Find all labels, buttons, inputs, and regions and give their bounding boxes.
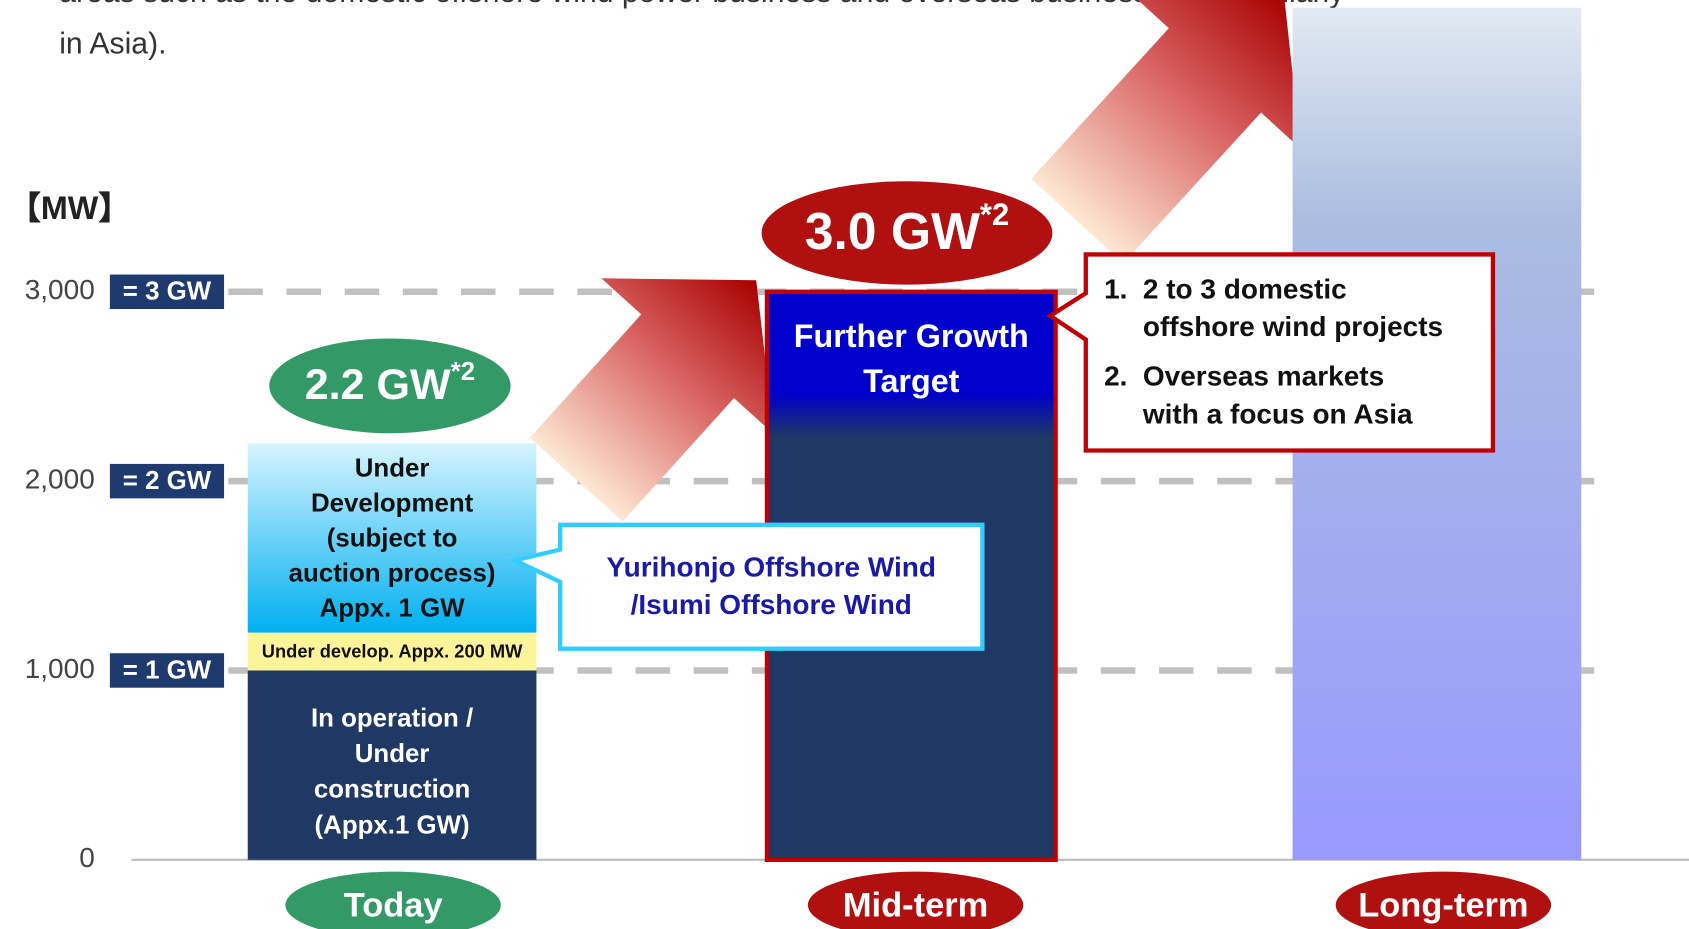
gw-tag	[109, 463, 225, 499]
segment-label: (subject to	[327, 525, 458, 553]
gw-tag-label: = 1 GW	[123, 656, 212, 684]
segment-label: auction process)	[289, 560, 496, 588]
x-tick-label: Long-term	[1358, 886, 1528, 924]
annotation-text: 2.2 GW*2	[305, 358, 475, 410]
segment-label: In operation /	[311, 705, 473, 733]
focus-text: 2 to 3 domestic	[1143, 273, 1347, 304]
callout-text: /Isumi Offshore Wind	[631, 589, 912, 620]
callout-text: Yurihonjo Offshore Wind	[606, 551, 936, 582]
focus-box	[1046, 252, 1496, 453]
focus-text: offshore wind projects	[1143, 311, 1443, 342]
unit-label: 【MW】	[9, 190, 131, 226]
focus-number: 1.	[1104, 273, 1127, 304]
annotation-badge	[269, 338, 511, 434]
x-tick-label: Mid-term	[843, 886, 988, 924]
annotation-value: 2.2 GW	[305, 361, 451, 409]
y-tick-label: 0	[79, 842, 95, 873]
y-tick-label: 3,000	[25, 274, 95, 305]
bar-segment	[247, 443, 537, 633]
growth-arrow-shape	[1031, 0, 1301, 264]
intro-text: in Asia).	[59, 27, 166, 60]
annotation-value: 3.0 GW	[805, 202, 980, 260]
gw-tag	[109, 274, 225, 310]
category-badge	[807, 871, 1024, 929]
growth-arrow	[529, 278, 774, 522]
focus-text: Overseas markets	[1143, 361, 1384, 392]
focus-number: 2.	[1104, 361, 1127, 392]
y-tick-label: 2,000	[25, 464, 95, 495]
segment-label: Target	[863, 363, 960, 399]
annotation-sup: *2	[451, 358, 475, 386]
callout-box	[508, 522, 985, 651]
y-tick-label: 1,000	[25, 653, 95, 684]
bar-segment	[247, 632, 537, 671]
focus-text: with a focus on Asia	[1142, 398, 1413, 429]
segment-label: Development	[311, 490, 474, 518]
segment-label: construction	[314, 776, 471, 804]
gw-tag	[109, 653, 225, 688]
segment-label: Under	[355, 740, 430, 768]
category-badge	[285, 871, 501, 929]
annotation-text: 3.0 GW*2	[805, 197, 1010, 260]
segment-label: Under	[355, 455, 430, 483]
category-badge	[1335, 871, 1552, 929]
segment-label: Under develop. Appx. 200 MW	[262, 640, 523, 661]
growth-arrow-shape	[529, 278, 774, 522]
segment-label: Appx. 1 GW	[320, 595, 466, 623]
intro-text: areas such as the domestic offshore wind…	[59, 0, 1345, 9]
gw-tag-label: = 3 GW	[123, 278, 212, 306]
segment-label: Further Growth	[794, 318, 1029, 354]
segment-label: (Appx.1 GW)	[315, 811, 470, 839]
bar-top	[766, 291, 1056, 438]
gw-tag-label: = 2 GW	[123, 467, 212, 495]
annotation-badge	[761, 181, 1053, 285]
annotation-sup: *2	[980, 197, 1009, 232]
bar-segment	[247, 670, 537, 860]
x-tick-label: Today	[344, 886, 443, 924]
growth-arrow	[1031, 0, 1301, 264]
